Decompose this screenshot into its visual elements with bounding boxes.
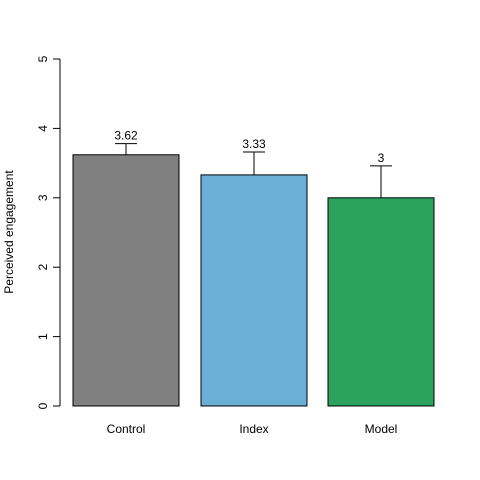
bar-model [327,197,435,407]
category-labels: Control Index Model [107,422,398,436]
category-label: Index [239,422,268,436]
bars [72,154,435,407]
data-label: 3.62 [114,129,138,143]
error-bars [115,143,392,198]
y-tick-label: 0 [36,402,50,409]
y-axis: 0 1 2 3 4 5 [36,55,61,409]
category-label: Control [107,422,146,436]
y-axis-title: Perceived engagement [2,170,16,294]
y-tick-label: 5 [36,55,50,62]
data-label: 3 [378,151,385,165]
data-labels: 3.62 3.33 3 [114,129,384,165]
y-tick-label: 4 [36,125,50,132]
bar-index [200,174,308,407]
data-label: 3.33 [242,137,266,151]
y-tick-label: 2 [36,264,50,271]
bar-control [72,154,180,407]
category-label: Model [365,422,398,436]
y-tick-label: 1 [36,333,50,340]
y-tick-label: 3 [36,194,50,201]
